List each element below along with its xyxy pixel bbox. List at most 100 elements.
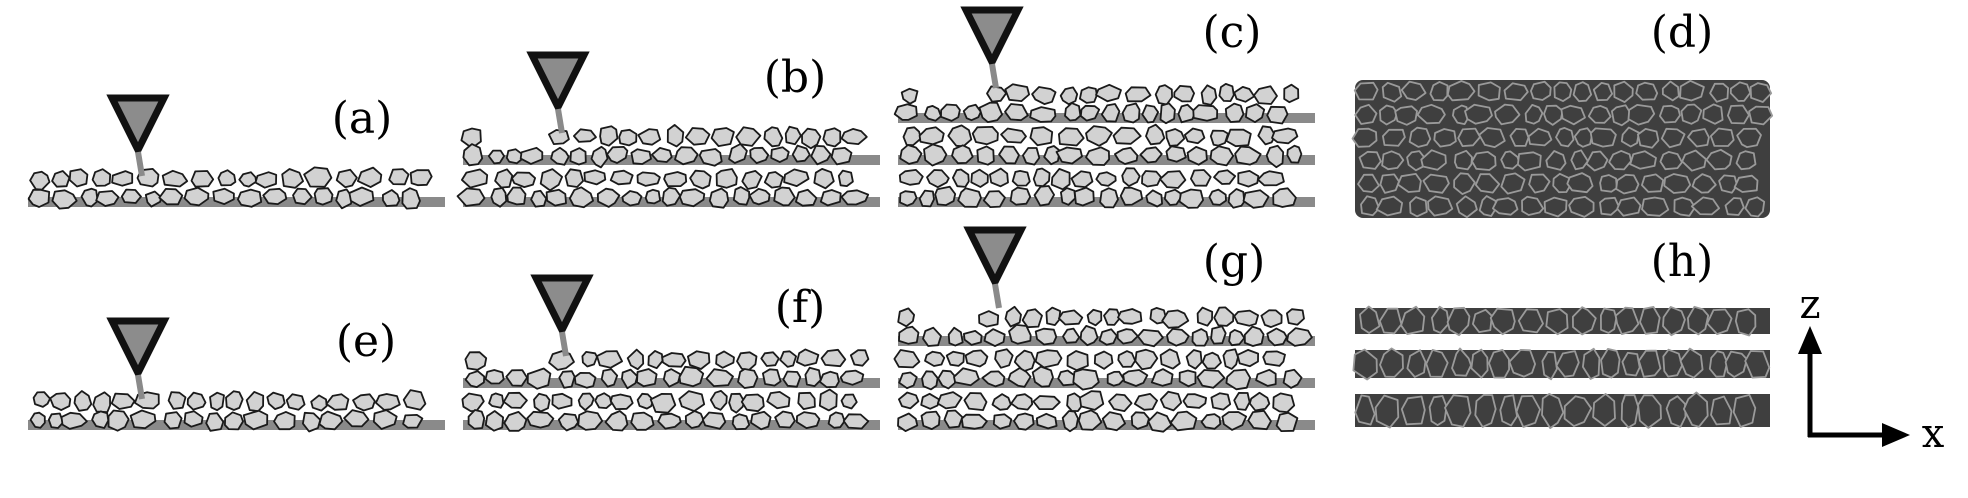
powder-grain xyxy=(254,171,278,189)
powder-grain xyxy=(1196,306,1214,327)
powder-grain xyxy=(1031,86,1057,105)
powder-grain xyxy=(1228,329,1246,347)
powder-grain xyxy=(1159,102,1176,125)
powder-grain xyxy=(1378,307,1403,335)
panel-label-h: (h) xyxy=(1651,236,1714,287)
panel-d xyxy=(1351,79,1774,219)
powder-grain xyxy=(1286,308,1305,326)
powder-grain xyxy=(819,370,840,389)
powder-grain xyxy=(822,127,842,148)
powder-grain xyxy=(637,128,662,146)
powder-grain xyxy=(1234,145,1262,166)
powder-grain xyxy=(1032,395,1061,410)
x-axis-arrowhead xyxy=(1882,423,1910,447)
powder-grain xyxy=(986,85,1008,103)
powder-grain xyxy=(1130,411,1150,430)
powder-grain xyxy=(1004,83,1030,102)
powder-grain xyxy=(1478,127,1506,148)
powder-grain xyxy=(1058,309,1084,326)
powder-grain xyxy=(1425,349,1449,378)
powder-grain xyxy=(1452,104,1470,125)
powder-grain xyxy=(791,144,811,163)
powder-grain xyxy=(1691,173,1717,194)
powder-grain xyxy=(898,169,924,186)
powder-grain xyxy=(1100,103,1121,123)
powder-grain xyxy=(1064,102,1082,122)
powder-grain xyxy=(1271,127,1299,145)
powder-grain xyxy=(899,190,918,207)
powder-grain xyxy=(609,169,634,186)
powder-grain xyxy=(1112,126,1142,145)
powder-grain xyxy=(735,126,762,147)
powder-grain xyxy=(1224,102,1245,123)
powder-grain xyxy=(795,188,818,207)
powder-grain xyxy=(1183,127,1206,145)
powder-grain xyxy=(401,187,421,210)
powder-grain xyxy=(898,391,920,410)
binder-jet xyxy=(135,151,145,177)
nozzle xyxy=(106,317,170,400)
powder-grain xyxy=(1471,151,1497,171)
powder-grain xyxy=(1133,393,1158,411)
powder-grain xyxy=(827,411,846,429)
powder-grain xyxy=(783,168,810,187)
powder-grain xyxy=(1706,308,1733,335)
powder-grain xyxy=(989,167,1009,188)
powder-grain xyxy=(748,187,771,206)
powder-grain xyxy=(657,412,682,430)
powder-grain xyxy=(897,307,915,328)
powder-grain xyxy=(1210,325,1227,345)
powder-grain xyxy=(343,409,370,428)
powder-grain xyxy=(1190,169,1212,187)
powder-grain xyxy=(963,392,988,411)
powder-grain xyxy=(736,351,758,371)
powder-grain xyxy=(796,411,821,429)
nozzle xyxy=(963,226,1027,309)
powder-grain xyxy=(526,410,555,429)
powder-grain xyxy=(1451,347,1472,377)
nozzle-body xyxy=(526,51,590,115)
powder-grain xyxy=(281,168,304,189)
powder-grain xyxy=(1500,150,1521,170)
powder-grain xyxy=(964,349,989,368)
powder-grain xyxy=(1182,393,1207,409)
powder-grain xyxy=(1208,188,1227,206)
powder-grain xyxy=(183,186,210,207)
nozzle-body xyxy=(960,6,1024,70)
powder-grain xyxy=(1545,150,1567,171)
powder-grain xyxy=(352,393,376,412)
powder-grain xyxy=(120,188,142,204)
powder-grain xyxy=(945,350,965,367)
powder-grain xyxy=(1222,348,1239,370)
powder-grain xyxy=(663,171,688,188)
panel-a xyxy=(27,94,445,210)
powder-grain xyxy=(163,411,183,430)
powder-grain xyxy=(710,127,735,147)
powder-grain xyxy=(760,351,780,367)
powder-grain xyxy=(1233,86,1256,103)
powder-grain xyxy=(1638,349,1662,378)
powder-grain xyxy=(741,170,763,190)
powder-grain xyxy=(678,365,705,388)
powder-grain xyxy=(678,390,706,412)
powder-grain xyxy=(1055,146,1083,165)
powder-grain xyxy=(487,149,505,165)
powder-grain xyxy=(1192,104,1219,122)
powder-grain xyxy=(273,411,296,431)
powder-grain xyxy=(551,392,573,410)
powder-grain xyxy=(840,189,870,206)
nozzle-body xyxy=(530,274,594,338)
powder-grain xyxy=(1400,80,1427,101)
powder-grain xyxy=(1034,327,1058,346)
powder-grain xyxy=(1150,368,1174,387)
panel-label-c: (c) xyxy=(1203,7,1262,58)
powder-grain xyxy=(1382,128,1406,147)
powder-grain xyxy=(1494,103,1521,126)
powder-grain xyxy=(1141,104,1159,124)
powder-grain xyxy=(819,189,842,207)
powder-grain xyxy=(934,185,957,206)
powder-grain xyxy=(978,310,1000,328)
panel-e xyxy=(28,317,445,433)
powder-grain xyxy=(1492,197,1519,216)
powder-grain xyxy=(947,124,973,148)
